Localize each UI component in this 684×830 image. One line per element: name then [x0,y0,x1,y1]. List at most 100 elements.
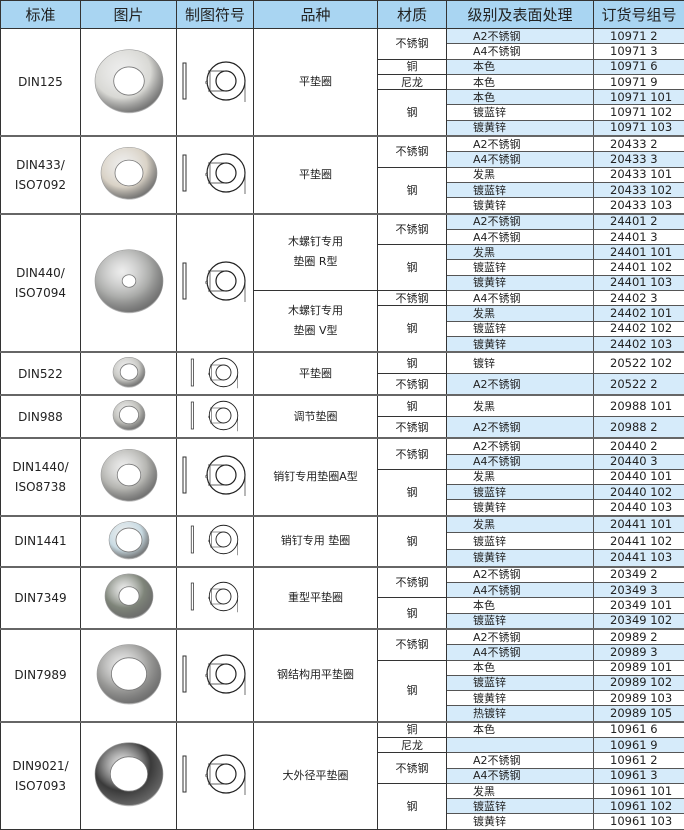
order-number-cell: 20988 101 [594,395,684,417]
material-cell: 不锈钢 [378,136,447,167]
order-number-cell: 20440 101 [594,469,684,484]
large-washer-icon [92,737,166,811]
order-number-cell: 10971 6 [594,59,684,74]
finish-cell: A2不锈钢 [447,136,594,152]
variety-cell: 钢结构用平垫圈 [254,629,378,722]
drawing-symbol-cell: d [177,516,254,567]
order-number-cell: 20433 101 [594,167,684,182]
material-cell: 钢 [378,306,447,352]
order-number-cell: 20349 3 [594,583,684,598]
order-number-cell: 10961 3 [594,768,684,783]
drawing-symbol-cell: d [177,214,254,353]
order-number-cell: 20989 103 [594,691,684,706]
finish-cell: A2不锈钢 [447,29,594,44]
finish-cell [447,737,594,752]
finish-cell: 镀蓝锌 [447,321,594,336]
variety-cell: 销钉专用垫圈A型 [254,438,378,515]
product-photo-cell [81,395,177,438]
order-number-cell: 24401 103 [594,275,684,290]
finish-cell: A2不锈钢 [447,214,594,230]
material-cell: 钢 [378,395,447,417]
variety-cell: 大外径平垫圈 [254,722,378,830]
order-number-cell: 10971 3 [594,44,684,59]
order-number-cell: 24401 102 [594,260,684,275]
material-cell: 钢 [378,469,447,515]
material-cell: 铜 [378,59,447,74]
finish-cell: 发黑 [447,167,594,182]
product-photo-cell [81,722,177,830]
finish-cell: 热镀锌 [447,706,594,722]
finish-cell: 镀黄锌 [447,198,594,214]
product-photo-cell [81,516,177,567]
washer-drawing-icon: d [180,151,250,195]
order-number-cell: 20433 3 [594,152,684,167]
order-number-cell: 10971 102 [594,105,684,120]
finish-cell: 镀黄锌 [447,550,594,567]
material-cell: 不锈钢 [378,374,447,396]
order-number-cell: 20989 3 [594,645,684,660]
finish-cell: A2不锈钢 [447,374,594,396]
product-photo-cell [81,29,177,137]
washer-drawing-icon: d [180,652,250,696]
header-drawing: 制图符号 [177,1,254,29]
svg-text:d: d [208,596,211,600]
header-grade-finish: 级别及表面处理 [447,1,594,29]
drawing-symbol-cell: d [177,629,254,722]
finish-cell: A4不锈钢 [447,768,594,783]
order-number-cell: 20349 101 [594,598,684,613]
standard-cell: DIN1440/ ISO8738 [1,438,81,515]
order-number-cell: 20989 102 [594,675,684,690]
finish-cell: 本色 [447,598,594,613]
washer-drawing-icon: d [189,399,242,432]
finish-cell: A4不锈钢 [447,152,594,167]
svg-text:d: d [205,673,208,679]
product-photo-cell [81,352,177,395]
washer-drawing-icon: d [180,752,250,796]
order-number-cell: 20349 102 [594,613,684,629]
order-number-cell: 20441 102 [594,533,684,550]
order-number-cell: 10971 9 [594,74,684,89]
standard-cell: DIN522 [1,352,81,395]
finish-cell: 镀黄锌 [447,336,594,352]
finish-cell: 本色 [447,660,594,675]
finish-cell: A2不锈钢 [447,417,594,439]
svg-text:d: d [205,280,208,286]
drawing-symbol-cell: d [177,29,254,137]
material-cell: 不锈钢 [378,567,447,598]
order-number-cell: 24402 103 [594,336,684,352]
drawing-symbol-cell: d [177,395,254,438]
order-number-cell: 20440 103 [594,500,684,516]
variety-cell: 平垫圈 [254,29,378,137]
svg-text:d: d [205,474,208,480]
product-photo-cell [81,438,177,515]
material-cell: 钢 [378,598,447,629]
washer-drawing-icon: d [189,523,242,556]
washer-drawing-icon: d [180,59,250,103]
order-number-cell: 20989 2 [594,629,684,645]
washer-drawing-icon: d [180,259,250,303]
order-number-cell: 10971 2 [594,29,684,44]
finish-cell: 发黑 [447,516,594,533]
finish-cell: 镀黄锌 [447,691,594,706]
pin-washer-icon [98,444,160,506]
product-photo-cell [81,136,177,213]
material-cell: 尼龙 [378,74,447,89]
variety-cell: 木螺钉专用 垫圈 R型 [254,214,378,291]
wood-screw-washer-icon [92,244,166,318]
finish-cell: 镀锌 [447,352,594,374]
svg-text:d: d [208,371,211,375]
standard-cell: DIN1441 [1,516,81,567]
order-number-cell: 20440 3 [594,454,684,469]
finish-cell: 本色 [447,90,594,105]
washer-drawing-icon: d [189,580,242,613]
finish-cell: 发黑 [447,783,594,798]
material-cell: 钢 [378,90,447,136]
order-number-cell: 24401 2 [594,214,684,230]
